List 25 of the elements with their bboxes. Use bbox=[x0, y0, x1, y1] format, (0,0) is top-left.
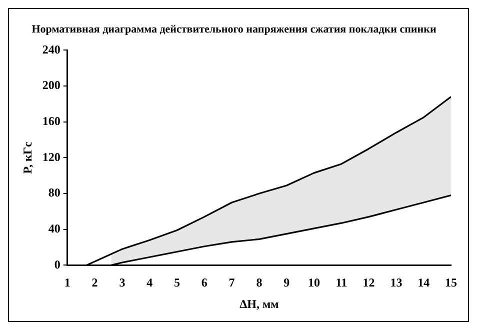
x-tick-label: 13 bbox=[390, 275, 402, 290]
x-tick-label: 10 bbox=[308, 275, 320, 290]
x-tick-label: 11 bbox=[336, 275, 348, 290]
x-tick-label: 6 bbox=[201, 275, 208, 290]
y-tick-label: 160 bbox=[42, 114, 60, 128]
x-tick-label: 7 bbox=[228, 275, 235, 290]
y-tick-label: 80 bbox=[48, 186, 60, 200]
x-axis-title: ΔH, мм bbox=[240, 296, 279, 311]
x-tick-label: 2 bbox=[92, 275, 98, 290]
x-tick-label: 8 bbox=[256, 275, 262, 290]
y-tick-label: 200 bbox=[42, 78, 60, 92]
y-tick-label: 240 bbox=[42, 42, 60, 56]
x-tick-label: 5 bbox=[174, 275, 180, 290]
y-tick-label: 40 bbox=[48, 221, 60, 236]
y-tick-label: 120 bbox=[42, 150, 60, 164]
y-tick-label: 0 bbox=[54, 257, 60, 272]
x-tick-label: 3 bbox=[119, 275, 126, 290]
x-tick-label: 15 bbox=[445, 275, 457, 290]
x-tick-label: 4 bbox=[146, 275, 153, 290]
y-axis-title: P, кГс bbox=[20, 140, 34, 174]
x-tick-label: 12 bbox=[362, 275, 375, 290]
x-tick-label: 9 bbox=[284, 275, 290, 290]
x-tick-label: 1 bbox=[64, 275, 70, 290]
chart-title: Нормативная диаграмма действительного напряжения сжатия покладки спинки bbox=[32, 23, 437, 36]
x-tick-label: 14 bbox=[418, 275, 430, 290]
